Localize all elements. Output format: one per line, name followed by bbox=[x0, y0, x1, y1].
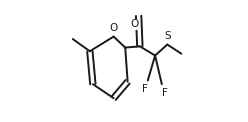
Text: F: F bbox=[142, 84, 148, 94]
Text: S: S bbox=[164, 31, 171, 41]
Text: F: F bbox=[162, 88, 168, 98]
Text: O: O bbox=[110, 23, 118, 33]
Text: O: O bbox=[131, 19, 139, 29]
